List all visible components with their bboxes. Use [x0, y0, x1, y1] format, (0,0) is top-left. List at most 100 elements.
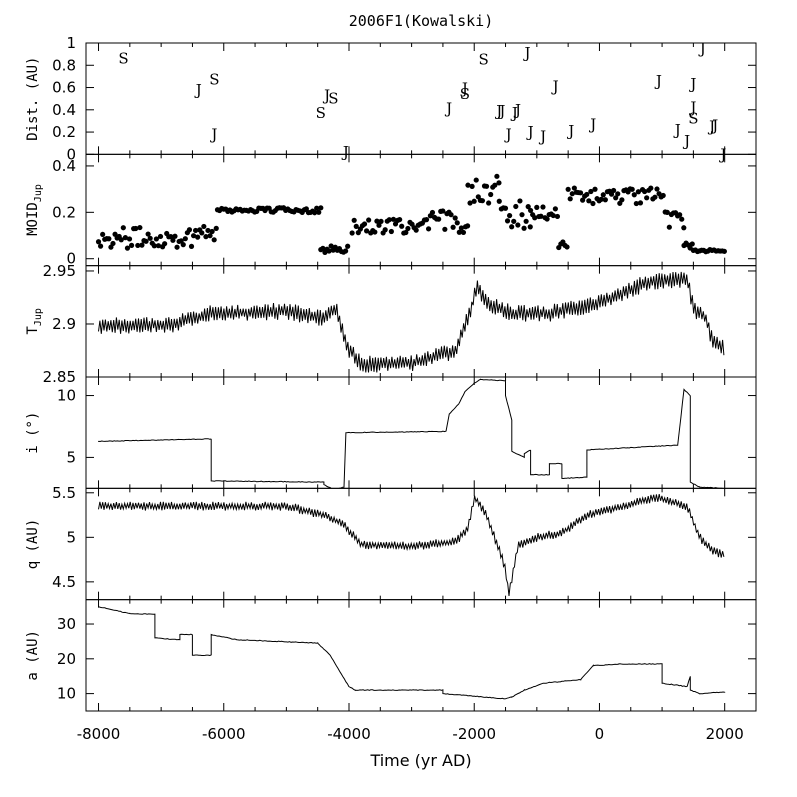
data-point — [351, 217, 357, 223]
data-point — [147, 235, 153, 241]
y-tick-label: 0.4 — [52, 101, 76, 119]
data-point — [538, 213, 544, 219]
data-point — [652, 194, 658, 200]
data-point — [405, 225, 411, 232]
data-point — [450, 224, 456, 230]
data-point — [192, 227, 199, 234]
data-point — [188, 243, 195, 249]
y-axis-label: TJup — [25, 308, 44, 335]
data-point — [679, 216, 685, 222]
y-axis-label: a (AU) — [25, 630, 41, 681]
data-point — [100, 231, 106, 238]
data-point — [374, 218, 380, 224]
data-point — [199, 230, 205, 236]
y-tick-label: 0.8 — [52, 56, 76, 74]
y-tick-label: 1 — [66, 34, 76, 52]
data-point-J: J — [526, 123, 534, 141]
data-point — [454, 220, 460, 226]
data-point — [486, 200, 492, 206]
data-point — [153, 236, 159, 242]
data-point — [205, 227, 211, 234]
y-tick-label: 2.9 — [52, 315, 76, 333]
data-point-J: J — [551, 77, 559, 95]
data-point — [151, 243, 157, 249]
data-point — [460, 229, 467, 236]
data-point — [567, 196, 573, 202]
data-point — [467, 200, 473, 206]
data-point — [666, 224, 672, 230]
data-point-J: J — [444, 100, 452, 118]
y-tick-label: 0.6 — [52, 79, 76, 97]
data-point — [611, 187, 617, 194]
y-tick-label: 10 — [57, 685, 76, 703]
data-point — [318, 205, 324, 211]
data-point — [157, 233, 164, 240]
y-axis-label: q (AU) — [25, 519, 41, 570]
data-point — [124, 245, 131, 251]
data-point — [483, 183, 490, 189]
y-axis-label: i (°) — [25, 412, 41, 454]
data-point — [363, 228, 370, 234]
y-tick-label: 5.5 — [52, 484, 76, 502]
y-axis-label: Dist. (AU) — [25, 57, 41, 141]
panel-q: 4.5 5 5.5 q (AU) — [25, 484, 757, 601]
data-point — [469, 183, 475, 189]
data-point — [155, 243, 162, 249]
data-point — [523, 218, 529, 224]
data-point-J: J — [510, 104, 518, 122]
data-point — [139, 242, 145, 248]
data-point — [316, 209, 322, 215]
data-point — [637, 200, 644, 206]
data-point-J: J — [566, 122, 574, 140]
x-tick-label: -2000 — [452, 725, 496, 743]
series-line — [98, 271, 725, 373]
data-point — [664, 209, 670, 215]
data-point-J: J — [504, 125, 512, 143]
data-point — [386, 217, 392, 223]
data-point — [580, 197, 586, 203]
plot-area — [98, 605, 726, 700]
data-point — [598, 196, 604, 202]
data-point — [345, 243, 351, 249]
data-point-S: S — [316, 104, 326, 122]
panel-frame — [85, 599, 757, 712]
data-point — [521, 225, 527, 231]
data-point — [440, 208, 446, 214]
data-point — [376, 222, 382, 228]
data-point — [399, 223, 405, 229]
data-point — [122, 235, 128, 241]
data-point — [353, 223, 359, 229]
data-point — [648, 185, 654, 191]
data-point — [326, 248, 332, 254]
panel-a: 10 20 30 a (AU) — [25, 599, 757, 712]
data-point — [186, 227, 193, 233]
data-point — [471, 198, 477, 204]
data-point — [509, 224, 515, 230]
data-point — [452, 215, 458, 221]
y-tick-label: 5 — [66, 448, 76, 466]
data-point — [681, 225, 687, 231]
data-point — [343, 248, 349, 254]
data-point-J: J — [654, 72, 662, 90]
data-point — [209, 228, 215, 235]
data-point — [442, 226, 448, 232]
y-tick-label: 0 — [66, 145, 76, 163]
data-point — [534, 204, 540, 210]
data-point — [577, 190, 584, 196]
data-point — [689, 241, 695, 247]
y-tick-label: 20 — [57, 650, 76, 668]
x-tick-label: -6000 — [202, 725, 246, 743]
panel-frame — [85, 376, 757, 489]
data-point — [554, 213, 561, 220]
data-point-J: J — [538, 128, 546, 146]
data-point — [550, 212, 556, 219]
data-point — [425, 226, 432, 232]
data-point — [602, 197, 608, 203]
data-point — [162, 241, 168, 247]
data-point — [366, 217, 372, 223]
plot-area — [98, 493, 725, 596]
data-point — [465, 182, 471, 188]
data-point — [174, 244, 180, 250]
